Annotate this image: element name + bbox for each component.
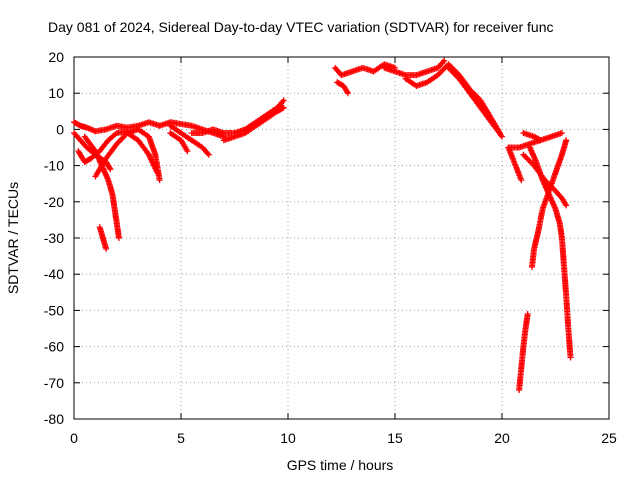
data-point-marks: [220, 104, 287, 144]
y-tick-label: -10: [44, 158, 64, 174]
series-arc-20: [520, 130, 544, 144]
x-tick-label: 10: [280, 430, 296, 446]
chart-title: Day 081 of 2024, Sidereal Day-to-day VTE…: [48, 19, 554, 35]
data-point-marks: [124, 130, 161, 176]
x-tick-label: 5: [177, 430, 185, 446]
data-point-marks: [81, 133, 122, 241]
data-point-marks: [516, 311, 531, 393]
series-arc-6: [92, 126, 163, 184]
data-point-marks: [520, 130, 544, 144]
series-arc-10: [167, 130, 191, 155]
y-tick-label: -80: [44, 411, 64, 427]
y-tick-label: 0: [56, 121, 64, 137]
data-point-marks: [167, 130, 191, 155]
x-tick-labels: 0 5 10 15 20 25: [70, 430, 617, 446]
series-arc-17: [445, 64, 505, 140]
series-arc-7: [124, 130, 161, 176]
series-arc-15: [381, 57, 448, 79]
data-point-marks: [334, 79, 351, 97]
x-tick-label: 20: [494, 430, 510, 446]
data-point-marks: [167, 122, 212, 158]
data-point-marks: [92, 126, 163, 184]
data-point-marks: [445, 64, 505, 140]
series-arc-24: [516, 311, 531, 393]
x-tick-label: 0: [70, 430, 78, 446]
y-tick-label: 20: [48, 49, 64, 65]
data-point-marks: [71, 119, 163, 135]
grid-lines: [74, 57, 609, 419]
y-tick-label: -30: [44, 230, 64, 246]
y-tick-label: -20: [44, 194, 64, 210]
series-arc-14: [334, 79, 351, 97]
data-points: [71, 57, 574, 393]
x-axis-label: GPS time / hours: [287, 457, 394, 473]
series-arc-11: [188, 97, 287, 136]
data-point-marks: [188, 97, 287, 136]
x-tick-label: 15: [387, 430, 403, 446]
y-tick-labels: 20 10 0 -10 -20 -30 -40 -50 -60 -70 -80: [44, 49, 64, 427]
data-point-marks: [332, 61, 398, 79]
series-arc-22: [520, 151, 570, 209]
y-axis-label: SDTVAR / TECUs: [5, 182, 21, 294]
series-arc-1: [71, 119, 163, 135]
series-arc-4: [81, 133, 122, 241]
y-tick-label: -70: [44, 375, 64, 391]
data-point-marks: [381, 57, 448, 79]
data-point-marks: [96, 224, 110, 252]
series-arc-23: [529, 137, 570, 270]
series-arc-13: [332, 61, 398, 79]
data-point-marks: [529, 137, 570, 270]
y-tick-label: -60: [44, 339, 64, 355]
x-tick-label: 25: [601, 430, 617, 446]
y-tick-label: 10: [48, 85, 64, 101]
y-tick-label: -40: [44, 266, 64, 282]
series-arc-5: [96, 224, 110, 252]
axis-ticks: [73, 56, 610, 420]
series-arc-12: [220, 104, 287, 144]
data-point-marks: [520, 151, 570, 209]
series-arc-8: [167, 122, 212, 158]
y-tick-label: -50: [44, 302, 64, 318]
